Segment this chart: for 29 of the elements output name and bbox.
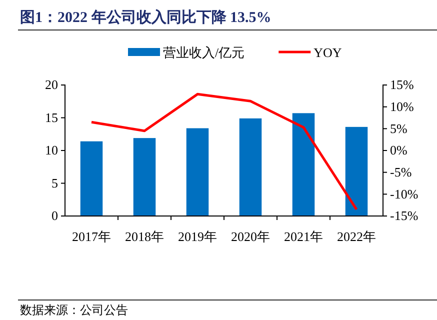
line-series	[90, 92, 358, 211]
bar	[80, 141, 103, 216]
bar	[239, 118, 262, 216]
chart-title: 图1：2022 年公司收入同比下降 13.5%	[20, 9, 272, 26]
y2-tick-label: 0%	[390, 142, 408, 158]
x-tick-label: 2020年	[231, 229, 270, 244]
y2-tick-label: 10%	[390, 98, 414, 114]
bar	[133, 138, 156, 216]
bar	[292, 113, 315, 216]
y2-tick-label: -15%	[390, 208, 418, 224]
y-tick-label: 10	[45, 142, 58, 158]
x-tick-label: 2022年	[337, 229, 376, 244]
bar	[345, 126, 368, 216]
y2-tick-label: -5%	[390, 164, 412, 180]
x-tick-label: 2018年	[125, 229, 164, 244]
legend-label: 营业收入/亿元	[163, 45, 245, 60]
x-tick-label: 2021年	[284, 229, 323, 244]
y-tick-label: 20	[45, 77, 58, 92]
x-tick-label: 2017年	[72, 229, 111, 244]
y2-tick-label: 15%	[390, 77, 414, 92]
y-tick-label: 15	[45, 110, 58, 125]
source-note: 数据来源：公司公告	[20, 303, 128, 317]
y2-tick-label: 5%	[390, 120, 408, 136]
legend-label: YOY	[314, 45, 342, 60]
y-tick-label: 5	[52, 175, 58, 190]
bar	[186, 128, 209, 216]
x-tick-label: 2019年	[178, 229, 217, 244]
y-tick-label: 0	[52, 208, 58, 224]
y2-tick-label: -10%	[390, 186, 418, 202]
